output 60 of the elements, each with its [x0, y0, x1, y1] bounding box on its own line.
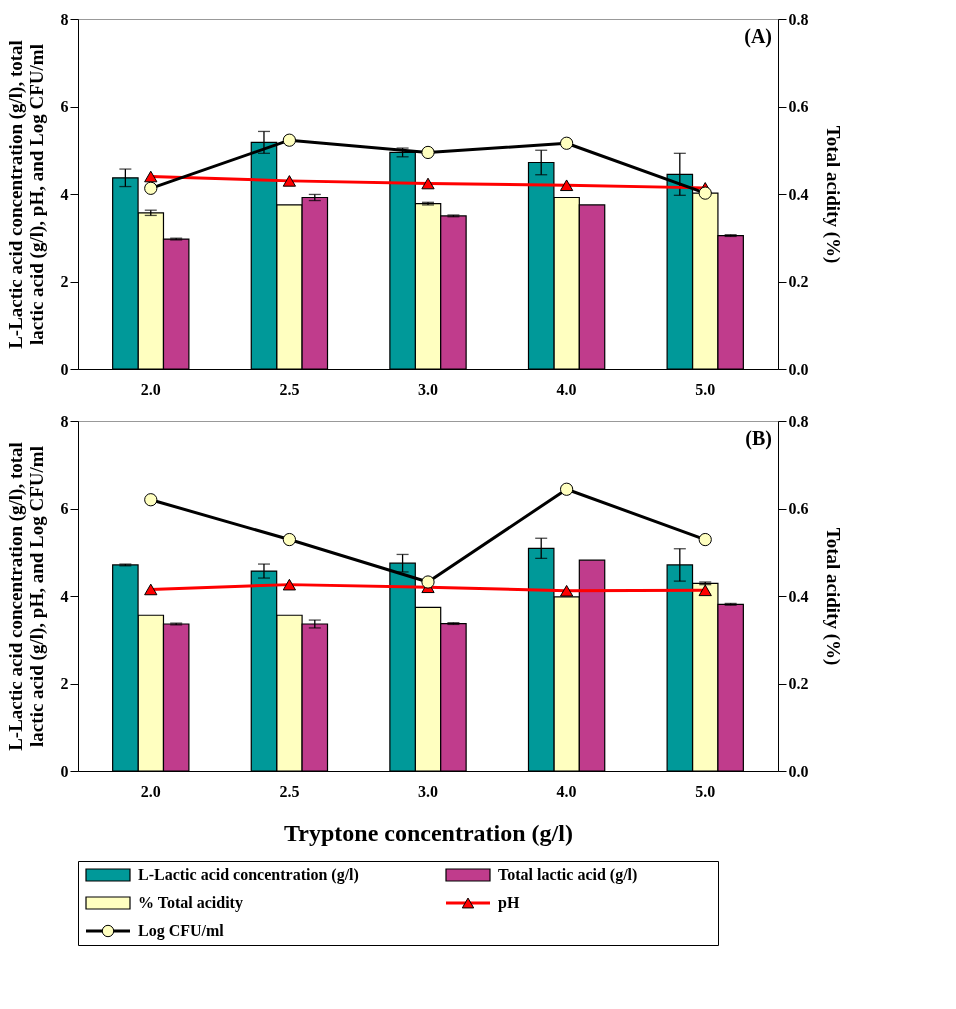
y-tick-label: 8 [60, 412, 69, 430]
x-tick-label: 5.0 [695, 782, 716, 800]
legend-label: pH [498, 894, 520, 912]
y2-tick-label: 0.6 [788, 98, 809, 115]
x-tick-label: 2.0 [140, 782, 161, 800]
x-tick-label: 2.5 [279, 380, 300, 398]
y-tick-label: 6 [60, 500, 69, 517]
y2-tick-label: 0.0 [788, 762, 809, 780]
y-tick-label: 0 [60, 762, 69, 780]
legend-label: Log CFU/ml [138, 922, 225, 940]
y-tick-label: 2 [60, 675, 69, 692]
y-tick-label: 4 [60, 587, 69, 605]
y2-tick-label: 0.0 [788, 360, 809, 378]
y-axis-title: L-Lactic acid concentration (g/l), total lactic acid (g/l), pH, and Log CFU/ml [4, 442, 48, 751]
y-tick-label: 2 [60, 273, 69, 290]
y-tick-label: 8 [60, 10, 69, 28]
legend-label: % Total acidity [138, 894, 243, 912]
point [144, 170, 158, 183]
point [698, 532, 712, 547]
y2-tick-label: 0.8 [788, 10, 809, 28]
legend-label: Total lactic acid (g/l) [498, 866, 638, 884]
x-tick-label: 3.0 [418, 782, 438, 800]
point [282, 578, 297, 591]
annotation: (A) [744, 25, 772, 48]
point [559, 136, 574, 150]
x-tick-label: 4.0 [556, 782, 577, 800]
y2-axis-title: Total acidity (%) [821, 125, 844, 264]
point [421, 145, 435, 160]
y2-tick-label: 0.4 [788, 185, 809, 203]
x-tick-label: 5.0 [695, 380, 716, 398]
point [282, 532, 297, 547]
point [282, 133, 297, 147]
x-tick-label: 2.0 [140, 380, 161, 398]
annotation: (B) [745, 427, 772, 450]
point [144, 493, 158, 507]
y-tick-label: 4 [60, 185, 69, 203]
point [559, 584, 574, 597]
x-tick-label: 3.0 [418, 380, 438, 398]
x-tick-label: 2.5 [279, 782, 300, 800]
point [282, 175, 297, 187]
point [144, 583, 158, 596]
point [698, 186, 712, 200]
point [559, 179, 574, 192]
point [144, 181, 158, 195]
legend-label: L-Lactic acid concentration (g/l) [138, 866, 359, 884]
point [421, 575, 435, 589]
y2-axis-title: Total acidity (%) [821, 527, 844, 666]
point [559, 482, 574, 496]
y2-tick-label: 0.2 [788, 273, 809, 290]
point [698, 584, 712, 597]
y2-tick-label: 0.4 [788, 587, 809, 605]
x-tick-label: 4.0 [556, 380, 577, 398]
point [421, 177, 435, 190]
x-axis-title: Tryptone concentration (g/l) [284, 819, 573, 846]
y2-tick-label: 0.2 [788, 675, 809, 692]
y2-tick-label: 0.6 [788, 500, 809, 517]
y-axis-title: L-Lactic acid concentration (g/l), total lactic acid (g/l), pH, and Log CFU/ml [4, 40, 48, 349]
y2-tick-label: 0.8 [788, 412, 809, 430]
y-tick-label: 0 [60, 360, 69, 378]
y-tick-label: 6 [60, 98, 69, 115]
